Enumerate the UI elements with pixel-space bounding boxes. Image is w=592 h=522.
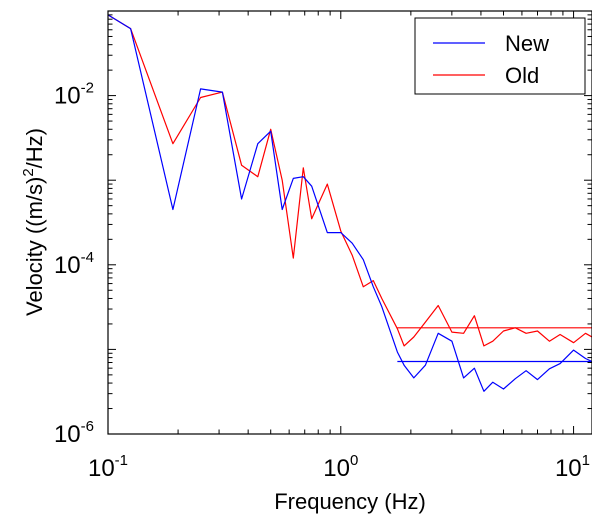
y-axis-label-unit: /Hz): [22, 128, 47, 168]
x-tick-label: 101: [555, 452, 590, 482]
plot-frame: [107, 10, 592, 435]
y-tick-label: 10-2: [54, 80, 94, 110]
legend-label-old: Old: [505, 63, 539, 88]
plot-lines: [107, 14, 592, 392]
legend-label-new: New: [505, 31, 549, 56]
series-line-old: [107, 14, 592, 347]
x-axis-label: Frequency (Hz): [274, 489, 426, 514]
legend-box: [414, 17, 586, 95]
y-tick-label: 10-6: [54, 418, 94, 448]
y-tick-label: 10-4: [54, 249, 94, 279]
x-tick-label: 10-1: [88, 452, 128, 482]
y-axis-label-main: Velocity ((m/s): [22, 177, 47, 316]
axis-ticks: 10-1 100 101 10-2 10-4 10-6: [54, 10, 592, 482]
y-axis-label: Velocity ((m/s)2/Hz): [20, 128, 47, 316]
x-tick-label: 100: [323, 452, 358, 482]
legend: New Old: [414, 17, 586, 95]
series-line-new: [107, 14, 592, 392]
y-axis-label-sup: 2: [20, 168, 37, 176]
